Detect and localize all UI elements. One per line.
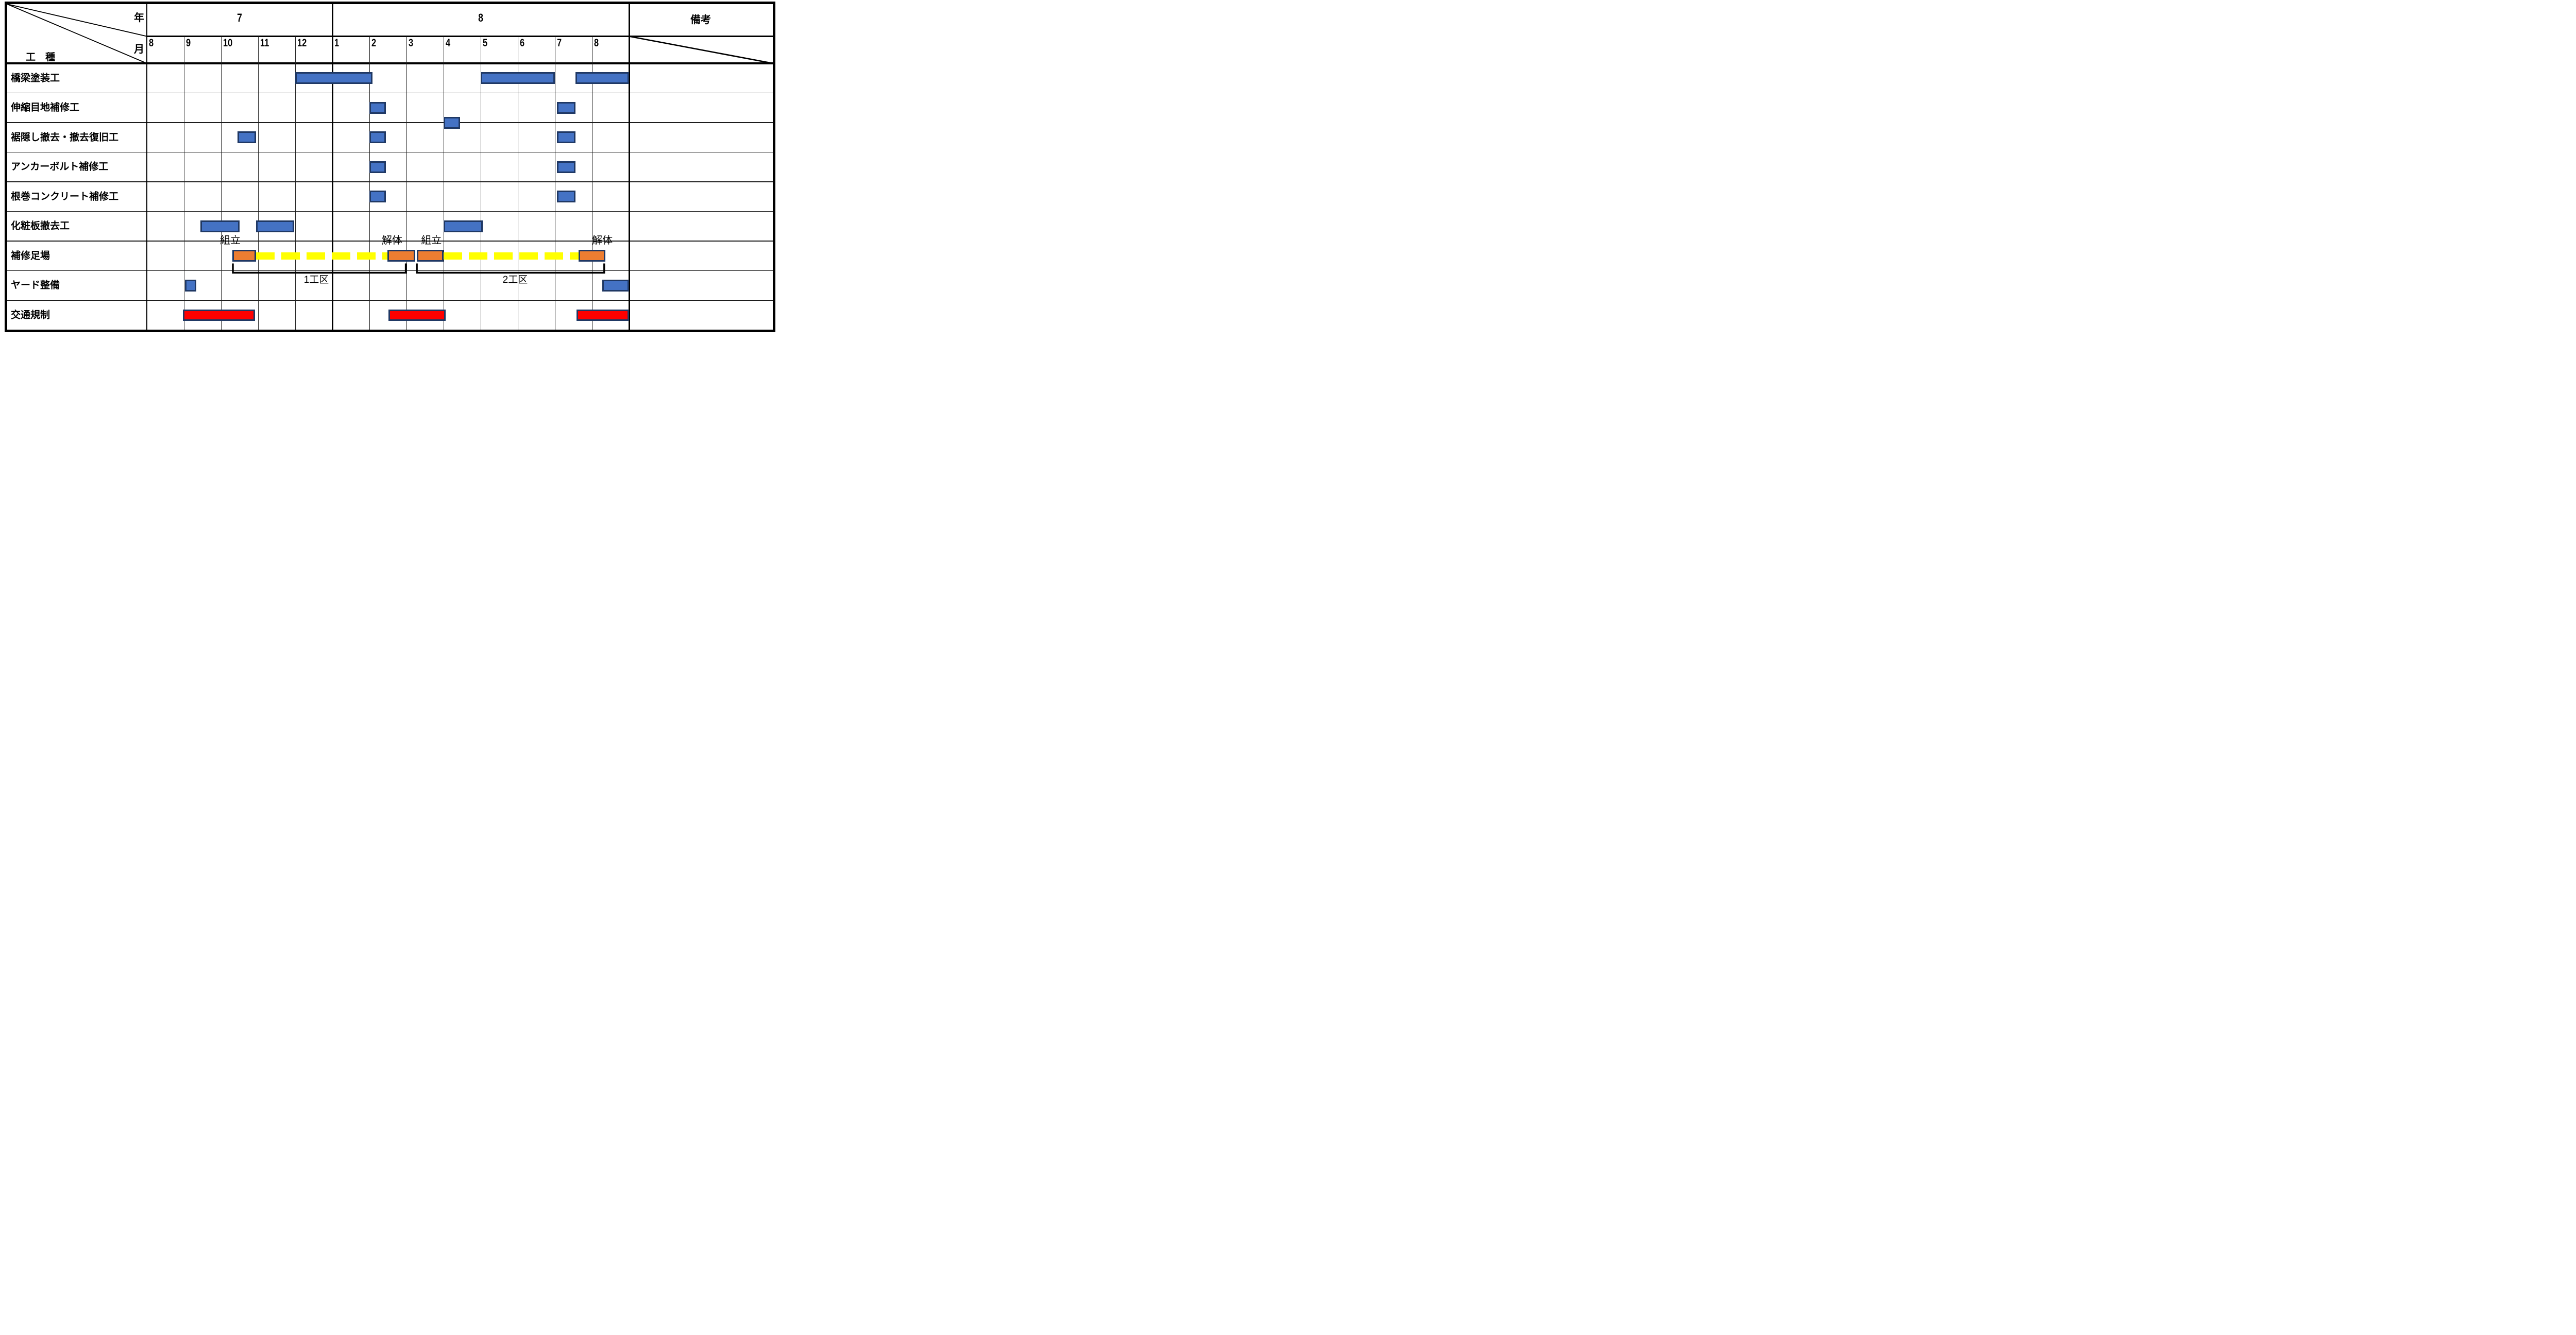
gantt-bar xyxy=(556,161,575,173)
task-label: 裾隠し撤去・撤去復旧工 xyxy=(11,132,119,143)
gantt-bar xyxy=(577,309,629,321)
scaffold-phase-label: 組立 xyxy=(421,234,442,246)
task-row-border xyxy=(7,122,773,123)
month-label: 7 xyxy=(557,37,562,49)
month-label: 1 xyxy=(334,37,340,49)
task-label: 根巻コンクリート補修工 xyxy=(11,191,119,202)
gantt-bar xyxy=(388,309,446,321)
task-row-border xyxy=(7,270,773,271)
corner-month-label: 月 xyxy=(134,44,144,55)
gantt-bar xyxy=(369,101,386,114)
gantt-bar xyxy=(295,72,372,84)
overlay-lines xyxy=(7,4,773,274)
task-label: 化粧板撤去工 xyxy=(11,220,70,232)
task-label: 橋梁塗装工 xyxy=(11,73,60,84)
task-row-border xyxy=(7,181,773,182)
gantt-bar xyxy=(182,309,256,321)
task-row-border xyxy=(7,211,773,212)
gantt-bar xyxy=(232,250,257,262)
month-label: 8 xyxy=(149,37,154,49)
month-label: 5 xyxy=(483,37,488,49)
scaffold-phase-label: 解体 xyxy=(592,234,613,246)
gantt-bar xyxy=(556,101,575,114)
scaffold-phase-label: 組立 xyxy=(220,234,241,246)
month-divider xyxy=(295,36,296,330)
task-label: 伸縮目地補修工 xyxy=(11,102,80,113)
year-divider xyxy=(331,4,333,330)
worktype-column-border xyxy=(146,4,148,330)
zone-label: 1工区 xyxy=(303,275,329,285)
gantt-bar xyxy=(481,72,555,84)
month-divider xyxy=(221,36,222,330)
gantt-bar xyxy=(238,131,257,144)
gantt-bar xyxy=(556,191,575,203)
month-label: 6 xyxy=(520,37,525,49)
gantt-bar xyxy=(200,220,240,232)
connector-dash xyxy=(256,252,388,260)
year-label-8: 8 xyxy=(478,11,483,24)
gantt-bar xyxy=(602,279,629,292)
task-label: 補修足場 xyxy=(11,250,50,262)
gantt-bar xyxy=(575,72,629,84)
month-label: 4 xyxy=(446,37,451,49)
corner-year-label: 年 xyxy=(134,12,144,24)
remarks-header: 備考 xyxy=(690,14,711,26)
month-label: 10 xyxy=(223,37,233,49)
zone-label: 2工区 xyxy=(502,275,528,285)
gantt-bar xyxy=(387,250,415,262)
zone-bracket xyxy=(416,263,605,274)
connector-dash xyxy=(444,252,579,260)
gantt-bar xyxy=(369,131,386,144)
task-label: アンカーボルト補修工 xyxy=(11,161,109,173)
remarks-diagonal xyxy=(629,36,773,64)
corner-worktype-label: 工 種 xyxy=(26,52,56,63)
month-divider xyxy=(406,36,407,330)
gantt-bar xyxy=(417,250,444,262)
gantt-bar xyxy=(369,161,386,173)
gantt-bar-straddling-rows xyxy=(444,116,461,129)
month-label: 8 xyxy=(594,37,599,49)
task-label: ヤード整備 xyxy=(11,280,60,291)
gantt-bar xyxy=(556,131,575,144)
zone-bracket xyxy=(232,263,407,274)
corner-diagonal-upper xyxy=(7,4,147,37)
task-label: 交通規制 xyxy=(11,310,50,321)
year-row-bottom-border xyxy=(147,36,773,37)
gantt-bar xyxy=(369,191,386,203)
month-label: 11 xyxy=(260,37,269,49)
month-label: 9 xyxy=(186,37,191,49)
month-divider xyxy=(369,36,370,330)
gantt-bar xyxy=(185,279,196,292)
gantt-bar xyxy=(579,250,605,262)
remarks-column-border xyxy=(628,4,630,330)
month-row-bottom-border xyxy=(7,62,773,64)
month-label: 3 xyxy=(409,37,414,49)
year-label-7: 7 xyxy=(237,11,242,24)
month-label: 12 xyxy=(297,37,307,49)
scaffold-phase-label: 解体 xyxy=(381,234,402,246)
gantt-bar xyxy=(256,220,294,232)
month-divider xyxy=(258,36,259,330)
gantt-bar xyxy=(444,220,483,232)
month-label: 2 xyxy=(371,37,377,49)
